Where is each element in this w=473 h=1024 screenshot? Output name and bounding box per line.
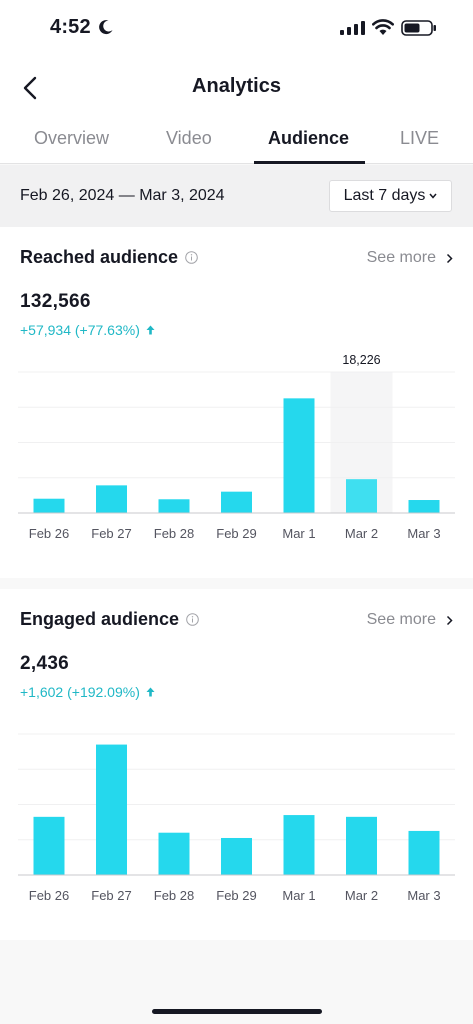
- cellular-signal-icon: [340, 21, 365, 35]
- info-icon[interactable]: [185, 251, 198, 264]
- bar-mar-1: [283, 815, 315, 875]
- tab-video[interactable]: Video: [166, 128, 212, 148]
- moon-icon: [99, 20, 113, 35]
- tab-overview[interactable]: Overview: [34, 128, 110, 148]
- reached-audience-header: Reached audience: [20, 247, 198, 268]
- chevron-right-icon: [446, 253, 453, 263]
- engaged-audience-chart: Feb 26 Feb 27 Feb 28 Feb 29 Mar 1 Mar 2 Mar 3: [18, 733, 455, 903]
- tab-bar: Overview Video Audience LIVE: [0, 116, 473, 164]
- status-time: 4:52: [50, 16, 91, 38]
- see-more-label: See more: [366, 249, 436, 266]
- back-button[interactable]: [14, 72, 46, 104]
- x-tick-label: Feb 26: [29, 888, 69, 903]
- tab-live[interactable]: LIVE: [400, 128, 440, 148]
- x-tick-label: Mar 1: [282, 888, 315, 903]
- status-bar: 4:52: [0, 0, 473, 58]
- wifi-icon: [372, 19, 394, 35]
- x-tick-label: Mar 2: [345, 888, 378, 903]
- x-tick-label: Mar 2: [345, 526, 378, 541]
- bar-mar-3: [408, 830, 440, 875]
- x-tick-label: Feb 27: [91, 526, 131, 541]
- x-tick-label: Feb 28: [154, 526, 194, 541]
- bar-feb-29: [221, 837, 252, 875]
- engaged-audience-title: Engaged audience: [20, 609, 180, 629]
- bar-mar-3: [408, 500, 440, 513]
- x-tick-label: Feb 26: [29, 526, 69, 541]
- chevron-left-icon: [23, 76, 37, 100]
- bar-mar-2: [346, 479, 377, 513]
- engaged-change: +1,602 (+192.09%): [20, 684, 155, 700]
- battery-icon: [401, 20, 436, 36]
- bar-feb-27: [96, 485, 127, 513]
- x-tick-label: Feb 28: [154, 888, 194, 903]
- arrow-up-icon: [146, 687, 155, 697]
- tab-audience[interactable]: Audience: [268, 128, 350, 148]
- period-dropdown[interactable]: Last 7 days: [329, 180, 452, 212]
- date-range: Feb 26, 2024 — Mar 3, 2024: [20, 187, 225, 204]
- x-tick-label: Mar 1: [282, 526, 315, 541]
- bar-feb-28: [158, 832, 190, 875]
- reached-audience-chart: Feb 26 Feb 27 Feb 28 Feb 29 Mar 1 Mar 2 Mar 3 1…: [18, 353, 455, 541]
- bar-feb-26: [33, 498, 65, 513]
- page-title: Analytics: [192, 75, 281, 97]
- highlight-value-label: 18,226: [342, 353, 380, 367]
- x-tick-label: Feb 29: [216, 526, 256, 541]
- arrow-up-icon: [146, 325, 155, 335]
- x-tick-label: Mar 3: [407, 888, 440, 903]
- bar-feb-28: [158, 499, 190, 513]
- reached-audience-title: Reached audience: [20, 247, 179, 267]
- engaged-audience-header: Engaged audience: [20, 609, 199, 630]
- info-icon[interactable]: [186, 613, 199, 626]
- reached-change-value: +57,934 (+77.63%): [20, 322, 140, 338]
- bar-feb-29: [221, 491, 252, 513]
- period-dropdown-value: Last 7 days: [343, 187, 426, 204]
- reached-change: +57,934 (+77.63%): [20, 322, 155, 338]
- x-tick-label: Feb 29: [216, 888, 256, 903]
- reached-total: 132,566: [20, 291, 91, 312]
- engaged-audience-card: Engaged audience See more 2,436 +1,602 (…: [0, 589, 473, 940]
- date-range-bar: Feb 26, 2024 — Mar 3, 2024 Last 7 days: [0, 165, 473, 227]
- x-tick-label: Feb 27: [91, 888, 131, 903]
- home-indicator: [152, 1009, 322, 1014]
- chevron-right-icon: [446, 615, 453, 625]
- engaged-total: 2,436: [20, 653, 70, 674]
- engaged-change-value: +1,602 (+192.09%): [20, 684, 140, 700]
- engaged-see-more-link[interactable]: See more: [367, 611, 453, 629]
- reached-audience-card: Reached audience See more 132,566 +57,93…: [0, 227, 473, 578]
- bar-feb-27: [96, 744, 127, 875]
- nav-header: Analytics: [0, 58, 473, 116]
- chevron-down-icon: [429, 193, 437, 199]
- bar-feb-26: [33, 816, 65, 875]
- bar-mar-2: [346, 816, 377, 875]
- x-tick-label: Mar 3: [407, 526, 440, 541]
- bar-mar-1: [283, 398, 315, 513]
- active-tab-indicator: [254, 161, 365, 164]
- see-more-label: See more: [366, 611, 436, 628]
- reached-see-more-link[interactable]: See more: [367, 249, 453, 267]
